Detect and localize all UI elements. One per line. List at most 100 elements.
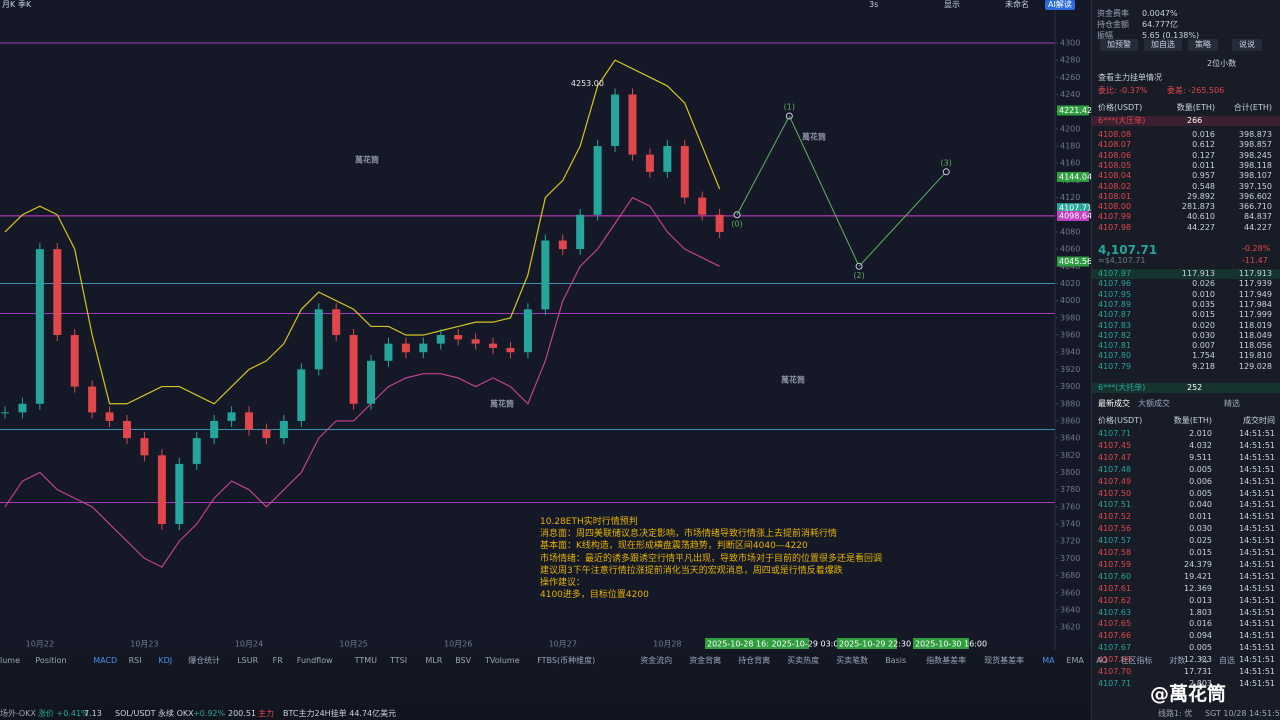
indicator-tab[interactable]: 对数	[1169, 656, 1186, 665]
status-item: +0.92%	[193, 709, 226, 718]
panel-button[interactable]: 说说	[1232, 39, 1262, 51]
trade-cell: 14:51:51	[1239, 607, 1275, 617]
bid-cell: 0.007	[1192, 341, 1215, 351]
indicator-tab[interactable]: lume	[0, 656, 21, 665]
info-text: 振幅	[1097, 31, 1113, 40]
book-title[interactable]: 查看主力挂单情况	[1098, 73, 1162, 82]
timeframe-tab[interactable]: 季K	[18, 0, 32, 9]
bid-cell: 0.010	[1192, 289, 1215, 299]
bid-cell: 117.913	[1238, 269, 1272, 278]
indicator-tab[interactable]: 资金背离	[689, 656, 722, 665]
trade-tab[interactable]: 大额成交	[1138, 399, 1170, 408]
x-tick-label: 10月22	[26, 640, 54, 649]
indicator-tab[interactable]: %	[1200, 656, 1208, 665]
bid-cell: 117.939	[1238, 279, 1272, 289]
wave-segment	[858, 171, 947, 267]
trade-tab[interactable]: 精选	[1224, 399, 1240, 408]
indicator-tab[interactable]: 买卖热度	[787, 656, 820, 665]
timeframe-tab[interactable]: 月K	[2, 0, 16, 9]
ask-cell: 4108.04	[1098, 171, 1132, 181]
trade-cell: 0.006	[1189, 476, 1212, 486]
toolbar-button[interactable]: 3s	[869, 0, 879, 9]
y-tick-label: 3680	[1060, 571, 1080, 580]
indicator-tab[interactable]: 指数基差率	[926, 656, 967, 665]
indicator-tab[interactable]: 现货基差率	[984, 656, 1025, 665]
indicator-tab[interactable]: MLR	[425, 656, 443, 665]
indicator-tab[interactable]: EMA	[1066, 656, 1084, 665]
bid-cell: 4107.95	[1098, 289, 1132, 299]
trade-cell: 0.011	[1189, 512, 1212, 522]
indicator-tab[interactable]: 持仓背离	[738, 656, 771, 665]
y-tick-label: 3780	[1060, 485, 1080, 494]
status-item: 线路1: 优	[1158, 709, 1193, 718]
book-header: 数量(ETH)	[1176, 103, 1215, 112]
wave-segment	[788, 115, 860, 267]
indicator-tab[interactable]: TTSI	[390, 656, 408, 665]
ask-cell: 4108.02	[1098, 181, 1132, 191]
trade-cell: 4107.56	[1098, 524, 1132, 534]
y-tick-label: 4300	[1060, 38, 1080, 47]
indicator-tab[interactable]: 自选	[1219, 656, 1235, 665]
ask-cell: 397.150	[1238, 181, 1272, 191]
toolbar-button[interactable]: 显示	[944, 0, 960, 9]
ask-cell: 398.118	[1238, 160, 1272, 170]
bid-cell: 4107.87	[1098, 310, 1132, 320]
toolbar-button[interactable]: 未命名	[1005, 0, 1029, 9]
indicator-tab[interactable]: Position	[35, 656, 67, 665]
trade-cell: 1.803	[1189, 607, 1212, 617]
trade-cell: 0.005	[1189, 488, 1212, 498]
y-tick-label: 3880	[1060, 399, 1080, 408]
ask-cell: 0.016	[1192, 130, 1215, 139]
indicator-tab[interactable]: 社区指标	[1120, 656, 1153, 665]
bid-cell: 4107.83	[1098, 320, 1132, 330]
indicator-tab[interactable]: MA	[1042, 656, 1055, 665]
indicator-tab[interactable]: FTBS(币种维度)	[537, 656, 596, 665]
indicator-tab[interactable]: Basis	[885, 656, 907, 665]
bid-cell: 117.999	[1238, 310, 1272, 320]
book-header: 合计(ETH)	[1233, 103, 1272, 112]
indicator-tab[interactable]: BSV	[455, 656, 472, 665]
indicator-tab[interactable]: TVolume	[485, 656, 520, 665]
indicator-tab[interactable]: KDJ	[158, 656, 173, 665]
trade-cell: 14:51:51	[1239, 571, 1275, 581]
ask-cell: 398.107	[1238, 171, 1272, 181]
x-tick-label: 10月27	[549, 640, 577, 649]
indicator-tab[interactable]: FR	[272, 656, 283, 665]
panel-button[interactable]: 加预警	[1100, 39, 1138, 51]
indicator-tab[interactable]: 爆仓统计	[188, 656, 221, 665]
indicator-tab[interactable]: 买卖笔数	[836, 656, 869, 665]
trade-tab[interactable]: 最新成交	[1098, 399, 1130, 408]
status-item: 主力	[258, 709, 274, 718]
indicator-tab[interactable]: AO	[1096, 656, 1108, 665]
book-ratio: 委比: -0.37%	[1098, 86, 1148, 95]
trade-cell: 4.032	[1189, 440, 1212, 450]
indicator-tab[interactable]: 资金流向	[640, 656, 673, 665]
trade-cell: 4107.63	[1098, 607, 1132, 617]
trade-cell: 14:51:51	[1239, 619, 1275, 629]
status-item: SOL/USDT 永续 OKX	[115, 709, 194, 718]
toolbar-button[interactable]: AI解读	[1045, 0, 1075, 10]
bid-cell: 4107.97	[1098, 269, 1132, 278]
chart: 4300428042604240422042004180416041404120…	[0, 0, 1091, 650]
panel-button[interactable]: 策略	[1188, 39, 1218, 51]
panel-button[interactable]: 加自选	[1144, 39, 1182, 51]
precision-select[interactable]: 2位小数	[1207, 59, 1237, 68]
indicator-tab[interactable]: Fundflow	[296, 656, 333, 665]
bid-cell: 4107.81	[1098, 341, 1132, 351]
trade-cell: 14:51:51	[1239, 631, 1275, 641]
indicator-tab[interactable]: MACD	[93, 656, 118, 665]
indicator-tab[interactable]: LSUR	[237, 656, 259, 665]
trade-cell: 14:51:51	[1239, 476, 1275, 486]
y-tick-label: 4200	[1060, 124, 1080, 133]
y-tick-label: 4240	[1060, 90, 1080, 99]
indicator-tab[interactable]: RSI	[128, 656, 142, 665]
x-tick-label: 10月26	[444, 640, 472, 649]
bid-cell: 118.056	[1238, 341, 1272, 351]
y-tick-label: 3960	[1060, 331, 1080, 340]
band-line	[4, 59, 721, 405]
y-tick-label: 4080	[1060, 227, 1080, 236]
analysis-text: 4100进多，目标位置4200	[540, 590, 649, 601]
book-header: 价格(USDT)	[1098, 103, 1143, 112]
info-text: 5.65 (0.138%)	[1142, 31, 1200, 40]
indicator-tab[interactable]: TTMU	[354, 656, 377, 665]
